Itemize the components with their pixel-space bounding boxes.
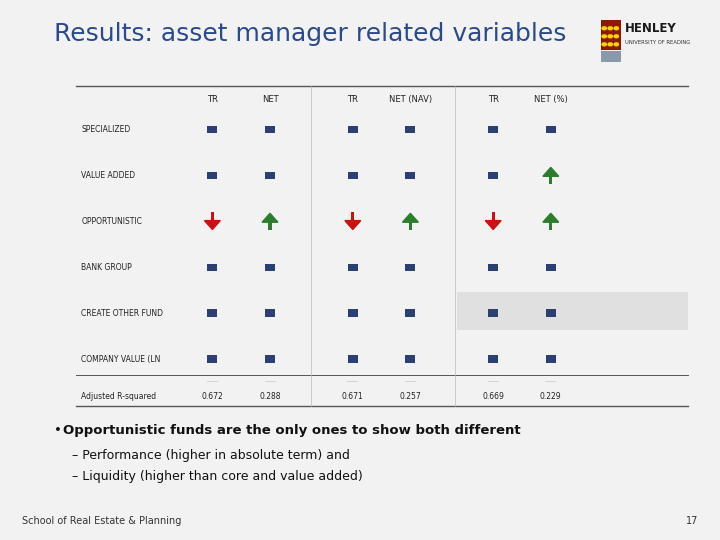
Bar (211, 212, 214, 221)
Text: VALUE ADDED: VALUE ADDED (81, 171, 135, 180)
Polygon shape (543, 167, 559, 176)
Bar (457, 292, 688, 330)
Text: 0.257: 0.257 (400, 393, 421, 401)
Bar (207, 309, 217, 317)
Bar (488, 126, 498, 133)
Text: ......: ...... (487, 378, 499, 383)
Text: ......: ...... (207, 378, 218, 383)
Bar (207, 126, 217, 133)
Bar (348, 126, 358, 133)
Bar (601, 20, 621, 50)
Circle shape (601, 42, 607, 46)
Bar (488, 172, 498, 179)
Bar (549, 176, 552, 184)
Bar (348, 309, 358, 317)
Bar (546, 309, 556, 317)
Circle shape (601, 26, 607, 30)
Bar (488, 355, 498, 363)
Bar (269, 222, 271, 230)
Text: ......: ...... (264, 378, 276, 383)
Bar (488, 264, 498, 271)
Text: ......: ...... (405, 378, 416, 383)
Circle shape (613, 34, 619, 38)
Bar (348, 264, 358, 271)
Bar (351, 212, 354, 221)
Text: BANK GROUP: BANK GROUP (81, 263, 132, 272)
Text: •: • (54, 424, 62, 437)
Polygon shape (402, 213, 418, 222)
Polygon shape (543, 213, 559, 222)
Text: 0.671: 0.671 (342, 393, 364, 401)
Bar (207, 264, 217, 271)
Text: Results: asset manager related variables: Results: asset manager related variables (54, 22, 567, 46)
Bar (549, 222, 552, 230)
Text: COMPANY VALUE (LN: COMPANY VALUE (LN (81, 355, 161, 363)
Bar (265, 172, 275, 179)
Text: 0.672: 0.672 (202, 393, 223, 401)
Bar (409, 222, 412, 230)
Text: TR: TR (487, 96, 499, 104)
Bar (405, 309, 415, 317)
Bar (492, 212, 495, 221)
Text: Adjusted R-squared: Adjusted R-squared (81, 393, 156, 401)
Text: – Performance (higher in absolute term) and: – Performance (higher in absolute term) … (72, 449, 350, 462)
Circle shape (613, 42, 619, 46)
Circle shape (601, 34, 607, 38)
Bar (546, 355, 556, 363)
Bar (265, 264, 275, 271)
Polygon shape (262, 213, 278, 222)
Text: SPECIALIZED: SPECIALIZED (81, 125, 130, 134)
Text: 0.288: 0.288 (259, 393, 281, 401)
Bar (207, 355, 217, 363)
Text: NET (NAV): NET (NAV) (389, 96, 432, 104)
Text: ......: ...... (347, 378, 359, 383)
Text: NET (%): NET (%) (534, 96, 567, 104)
Text: ......: ...... (545, 378, 557, 383)
Text: CREATE OTHER FUND: CREATE OTHER FUND (81, 309, 163, 318)
Bar (265, 355, 275, 363)
Polygon shape (204, 221, 220, 230)
Bar (405, 264, 415, 271)
Bar (601, 51, 621, 62)
Text: HENLEY: HENLEY (625, 22, 677, 35)
Text: TR: TR (207, 96, 218, 104)
Bar (207, 172, 217, 179)
Text: Opportunistic funds are the only ones to show both different: Opportunistic funds are the only ones to… (63, 424, 521, 437)
Text: NET: NET (261, 96, 279, 104)
Text: – Liquidity (higher than core and value added): – Liquidity (higher than core and value … (72, 470, 363, 483)
Bar (348, 355, 358, 363)
Bar (546, 264, 556, 271)
Circle shape (608, 26, 613, 30)
Bar (265, 309, 275, 317)
Text: 17: 17 (686, 516, 698, 526)
Circle shape (613, 26, 619, 30)
Bar (405, 172, 415, 179)
Bar (488, 309, 498, 317)
Text: OPPORTUNISTIC: OPPORTUNISTIC (81, 217, 143, 226)
Text: TR: TR (347, 96, 359, 104)
Text: UNIVERSITY OF READING: UNIVERSITY OF READING (625, 40, 690, 45)
Polygon shape (485, 221, 501, 230)
Bar (405, 126, 415, 133)
Circle shape (608, 34, 613, 38)
Polygon shape (345, 221, 361, 230)
Text: School of Real Estate & Planning: School of Real Estate & Planning (22, 516, 181, 526)
Circle shape (608, 42, 613, 46)
Bar (546, 126, 556, 133)
Bar (405, 355, 415, 363)
Bar (265, 126, 275, 133)
Text: 0.229: 0.229 (540, 393, 562, 401)
Text: 0.669: 0.669 (482, 393, 504, 401)
Bar (348, 172, 358, 179)
